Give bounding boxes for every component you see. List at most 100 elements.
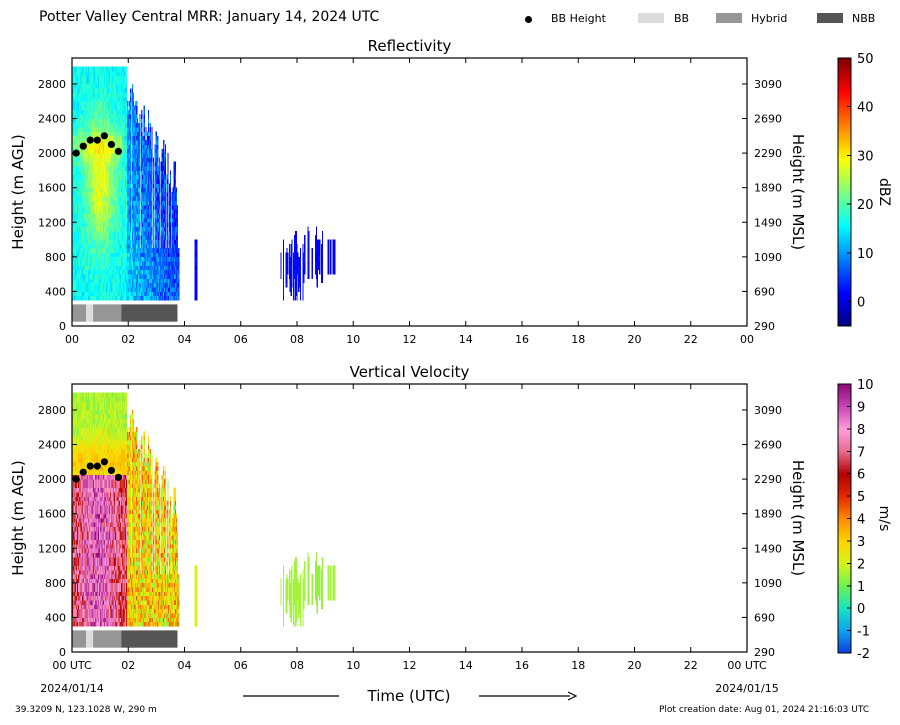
heatmap-cell [91, 187, 93, 193]
heatmap-cell [136, 282, 139, 288]
heatmap-cell [116, 75, 118, 81]
heatmap-cell [125, 261, 127, 266]
heatmap-cell [98, 109, 100, 115]
heatmap-cell [87, 161, 89, 167]
heatmap-cell [85, 243, 87, 249]
heatmap-cell [110, 291, 113, 297]
heatmap-cell [73, 174, 75, 180]
heatmap-cell [115, 92, 118, 98]
heatmap-cell [93, 243, 96, 249]
heatmap-cell [136, 222, 138, 227]
heatmap-cell [102, 75, 104, 81]
heatmap-cell [112, 148, 114, 154]
heatmap-cell [79, 213, 81, 219]
heatmap-cell [103, 287, 105, 292]
heatmap-cell [104, 144, 107, 150]
heatmap-cell [108, 131, 110, 137]
heatmap-cell [131, 269, 134, 275]
heatmap-cell [111, 278, 113, 284]
heatmap-cell [105, 252, 107, 258]
heatmap-cell [120, 161, 123, 167]
heatmap-cell [117, 79, 119, 85]
heatmap-cell [74, 135, 76, 141]
heatmap-cell [97, 200, 99, 206]
heatmap-cell [77, 161, 80, 167]
heatmap-cell [111, 66, 113, 72]
heatmap-cell [104, 269, 107, 275]
heatmap-cell [77, 235, 79, 240]
heatmap-cell [77, 66, 80, 72]
heatmap-cell [75, 79, 77, 85]
heatmap-cell [151, 144, 153, 150]
heatmap-cell [128, 230, 130, 236]
heatmap-cell [86, 70, 88, 76]
heatmap-cell [118, 196, 120, 202]
heatmap-cell [134, 140, 136, 145]
heatmap-cell [77, 269, 80, 275]
heatmap-cell [102, 295, 104, 301]
heatmap-cell [133, 226, 135, 232]
heatmap-cell [97, 287, 99, 292]
heatmap-cell [87, 235, 89, 240]
heatmap-cell [104, 122, 106, 128]
heatmap-cell [121, 235, 124, 240]
heatmap-cell [88, 127, 90, 132]
heatmap-cell [124, 109, 126, 115]
heatmap-cell [80, 248, 82, 253]
heatmap-cell [88, 105, 90, 111]
heatmap-cell [75, 192, 77, 197]
heatmap-cell [95, 282, 97, 288]
heatmap-cell [80, 174, 82, 180]
heatmap-cell [136, 157, 138, 163]
heatmap-cell [114, 179, 116, 184]
heatmap-cell [130, 235, 132, 240]
heatmap-cell [99, 278, 102, 284]
heatmap-cell [74, 79, 76, 85]
heatmap-cell [85, 217, 87, 223]
heatmap-cell [130, 92, 132, 98]
heatmap-cell [96, 161, 98, 167]
heatmap-cell [120, 274, 122, 279]
heatmap-cell [106, 269, 108, 275]
heatmap-cell [76, 170, 78, 176]
heatmap-cell [109, 222, 112, 227]
heatmap-cell [94, 213, 97, 219]
heatmap-cell [72, 127, 74, 132]
heatmap-cell [111, 265, 113, 271]
heatmap-cell [93, 140, 96, 145]
heatmap-cell [78, 174, 80, 180]
heatmap-cell [115, 105, 118, 111]
heatmap-cell [91, 144, 93, 150]
heatmap-cell [112, 70, 114, 76]
heatmap-cell [80, 287, 82, 292]
heatmap-cell [87, 179, 89, 184]
heatmap-cell [120, 239, 122, 245]
heatmap-cell [126, 252, 129, 258]
heatmap-cell [133, 109, 135, 115]
heatmap-cell [111, 79, 113, 85]
heatmap-cell [122, 274, 124, 279]
heatmap-cell [84, 153, 86, 158]
heatmap-cell [72, 252, 74, 258]
heatmap-cell [91, 179, 93, 184]
heatmap-cell [128, 200, 130, 206]
heatmap-cell [108, 291, 110, 297]
heatmap-cell [133, 200, 135, 206]
heatmap-cell [78, 105, 80, 111]
heatmap-cell [91, 274, 93, 279]
heatmap-cell [122, 157, 124, 163]
heatmap-cell [72, 135, 75, 141]
heatmap-cell [113, 204, 115, 210]
heatmap-cell [77, 187, 80, 193]
heatmap-cell [88, 226, 90, 232]
heatmap-cell [109, 274, 111, 279]
heatmap-cell [130, 261, 132, 266]
heatmap-cell [99, 144, 101, 150]
heatmap-cell [79, 157, 81, 163]
heatmap-cell [109, 66, 111, 72]
heatmap-cell [93, 88, 96, 93]
heatmap-cell [82, 265, 85, 271]
heatmap-cell [121, 127, 124, 132]
heatmap-cell [102, 83, 104, 89]
heatmap-cell [88, 252, 91, 258]
